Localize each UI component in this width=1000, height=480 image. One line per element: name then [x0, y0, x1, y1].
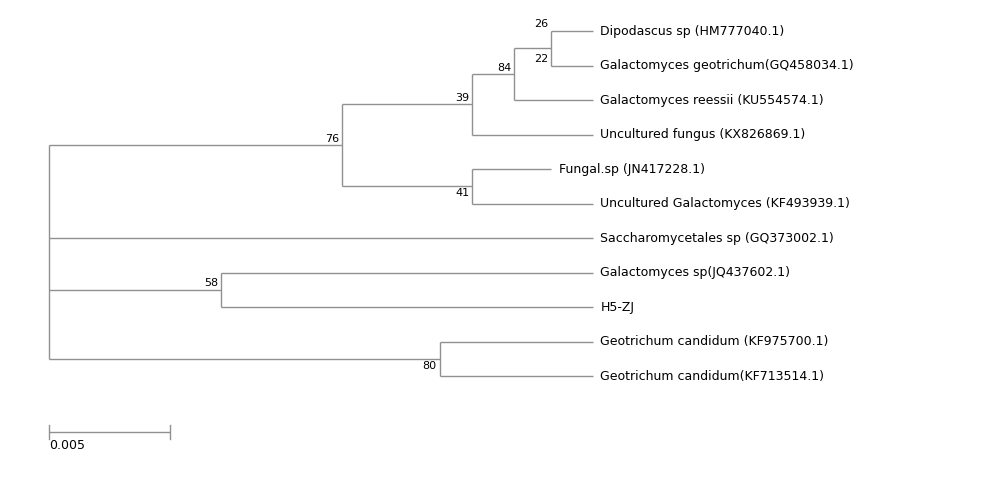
Text: Galactomyces sp(JQ437602.1): Galactomyces sp(JQ437602.1) [600, 266, 790, 279]
Text: Saccharomycetales sp (GQ373002.1): Saccharomycetales sp (GQ373002.1) [600, 232, 834, 245]
Text: Fungal.sp (JN417228.1): Fungal.sp (JN417228.1) [559, 163, 705, 176]
Text: Uncultured Galactomyces (KF493939.1): Uncultured Galactomyces (KF493939.1) [600, 197, 850, 210]
Text: 76: 76 [325, 134, 339, 144]
Text: Geotrichum candidum(KF713514.1): Geotrichum candidum(KF713514.1) [600, 370, 824, 383]
Text: Galactomyces reessii (KU554574.1): Galactomyces reessii (KU554574.1) [600, 94, 824, 107]
Text: 26: 26 [534, 19, 548, 29]
Text: 39: 39 [455, 93, 469, 103]
Text: Galactomyces geotrichum(GQ458034.1): Galactomyces geotrichum(GQ458034.1) [600, 59, 854, 72]
Text: 0.005: 0.005 [49, 439, 85, 452]
Text: Geotrichum candidum (KF975700.1): Geotrichum candidum (KF975700.1) [600, 336, 829, 348]
Text: Dipodascus sp (HM777040.1): Dipodascus sp (HM777040.1) [600, 24, 785, 37]
Text: 41: 41 [455, 188, 469, 198]
Text: 80: 80 [423, 361, 437, 371]
Text: Uncultured fungus (KX826869.1): Uncultured fungus (KX826869.1) [600, 128, 806, 141]
Text: 22: 22 [534, 54, 548, 64]
Text: 84: 84 [497, 62, 511, 72]
Text: H5-ZJ: H5-ZJ [600, 301, 634, 314]
Text: 58: 58 [204, 278, 218, 288]
